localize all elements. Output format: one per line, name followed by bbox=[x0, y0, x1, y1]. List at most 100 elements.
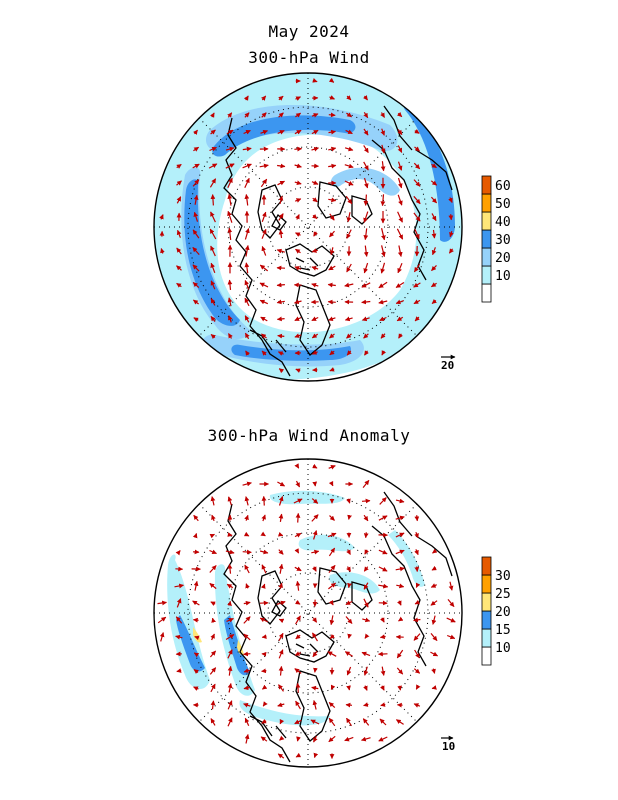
wind-cbar-label-50: 50 bbox=[495, 197, 511, 212]
wind-vector-arrow bbox=[430, 196, 438, 204]
wind-vector-arrow bbox=[329, 95, 335, 100]
anomaly-reference-label: 10 bbox=[442, 740, 455, 753]
wind-vector-arrow bbox=[397, 245, 403, 257]
wind-vector-arrow bbox=[294, 532, 302, 538]
wind-vector-arrow bbox=[363, 514, 369, 522]
wind-vector-arrow bbox=[227, 496, 233, 506]
wind-vector-arrow bbox=[430, 180, 438, 186]
wind-graticule bbox=[154, 73, 462, 381]
wind-vector-arrow bbox=[209, 146, 217, 152]
wind-vector-arrow bbox=[328, 112, 336, 118]
wind-vector-arrow bbox=[210, 718, 216, 726]
wind-vector-arrow bbox=[227, 649, 233, 659]
wind-vector-arrow bbox=[329, 367, 335, 372]
wind-vector-arrow bbox=[276, 316, 285, 322]
wind-vector-arrow bbox=[346, 350, 352, 356]
wind-vector-arrow bbox=[346, 549, 351, 555]
wind-vector-arrow bbox=[346, 212, 352, 223]
wind-vector-arrow bbox=[193, 652, 200, 658]
wind-vector-arrow bbox=[259, 163, 269, 169]
wind-vector-arrow bbox=[242, 163, 252, 169]
wind-vector-arrow bbox=[396, 719, 404, 725]
wind-vector-arrow bbox=[176, 229, 182, 238]
wind-vector-arrow bbox=[294, 266, 302, 271]
wind-vector-arrow bbox=[364, 633, 370, 639]
wind-vector-arrow bbox=[193, 299, 199, 305]
wind-vector-arrow bbox=[294, 719, 302, 725]
wind-vector-arrow bbox=[259, 617, 269, 623]
wind-vector-arrow bbox=[328, 146, 337, 152]
wind-vector-arrow bbox=[209, 667, 217, 675]
wind-vector-arrow bbox=[327, 532, 337, 538]
wind-vector-arrow bbox=[278, 632, 284, 641]
wind-vector-arrow bbox=[193, 686, 199, 691]
wind-vector-arrow bbox=[431, 298, 437, 305]
wind-vector-arrow bbox=[243, 651, 251, 657]
wind-vector-arrow bbox=[346, 112, 352, 118]
wind-vector-arrow bbox=[260, 583, 266, 589]
wind-vector-arrow bbox=[193, 146, 200, 152]
wind-vector-arrow bbox=[278, 95, 284, 101]
wind-vector-arrow bbox=[344, 316, 353, 322]
wind-vector-arrow bbox=[192, 533, 198, 539]
wind-vector-arrow bbox=[176, 196, 182, 204]
wind-vector-arrow bbox=[413, 179, 421, 187]
wind-vector-arrow bbox=[294, 463, 300, 469]
wind-vector-arrow bbox=[192, 264, 200, 272]
wind-vector-arrow bbox=[193, 194, 199, 205]
wind-vector-arrow bbox=[432, 548, 438, 554]
wind-vector-arrow bbox=[278, 195, 284, 205]
wind-vector-arrow bbox=[295, 480, 301, 488]
wind-vector-arrow bbox=[194, 635, 200, 641]
wind-vector-arrow bbox=[210, 262, 216, 274]
wind-vector-arrow bbox=[243, 668, 251, 673]
wind-vector-arrow bbox=[227, 279, 233, 290]
wind-vector-arrow bbox=[330, 684, 336, 690]
wind-vector-arrow bbox=[311, 129, 319, 135]
wind-vector-arrow bbox=[415, 684, 421, 690]
wind-vector-arrow bbox=[346, 263, 352, 273]
wind-vector-arrow bbox=[346, 95, 352, 101]
wind-vector-arrow bbox=[261, 112, 267, 118]
wind-vector-arrow bbox=[344, 282, 354, 288]
wind-vector-arrow bbox=[380, 666, 386, 676]
wind-vector-arrow bbox=[328, 129, 336, 135]
wind-vector-arrow bbox=[381, 245, 386, 258]
wind-vector-arrow bbox=[311, 333, 319, 339]
wind-vector-arrow bbox=[378, 281, 388, 289]
wind-vector-arrow bbox=[313, 752, 319, 758]
wind-vector-arrow bbox=[448, 214, 454, 221]
wind-vector-arrow bbox=[363, 333, 369, 339]
wind-vector-arrow bbox=[244, 496, 250, 506]
wind-vector-arrow bbox=[295, 634, 301, 640]
wind-vector-arrow bbox=[259, 299, 269, 305]
wind-vector-arrow bbox=[379, 718, 387, 726]
anomaly-cbar-label-20: 20 bbox=[495, 605, 511, 620]
wind-vector-arrow bbox=[414, 129, 420, 134]
wind-vector-arrow bbox=[413, 299, 421, 305]
wind-vector-arrow bbox=[176, 282, 182, 288]
wind-vector-arrow bbox=[328, 480, 334, 487]
wind-vector-arrow bbox=[328, 735, 336, 743]
wind-vector-arrow bbox=[312, 197, 318, 203]
wind-vector-arrow bbox=[225, 549, 235, 555]
wind-vector-arrow bbox=[295, 96, 301, 101]
wind-vector-arrow bbox=[363, 702, 369, 707]
wind-vector-arrow bbox=[414, 229, 420, 240]
wind-vector-arrow bbox=[346, 229, 352, 239]
wind-vector-arrow bbox=[278, 665, 284, 676]
wind-vector-arrow bbox=[363, 177, 369, 189]
wind-vector-arrow bbox=[345, 717, 353, 727]
wind-vector-arrow bbox=[398, 333, 403, 339]
wind-vector-arrow bbox=[345, 702, 353, 708]
wind-vector-arrow bbox=[311, 146, 319, 152]
wind-vector-arrow bbox=[294, 316, 302, 322]
wind-vector-arrow bbox=[380, 194, 386, 207]
wind-vector-arrow bbox=[327, 282, 336, 288]
wind-vector-arrow bbox=[193, 211, 199, 222]
wind-vector-arrow bbox=[176, 247, 182, 255]
wind-vector-arrow bbox=[157, 616, 167, 624]
wind-vector-arrow bbox=[311, 549, 320, 555]
wind-vector-arrow bbox=[347, 582, 352, 589]
wind-vector-arrow bbox=[261, 514, 266, 522]
